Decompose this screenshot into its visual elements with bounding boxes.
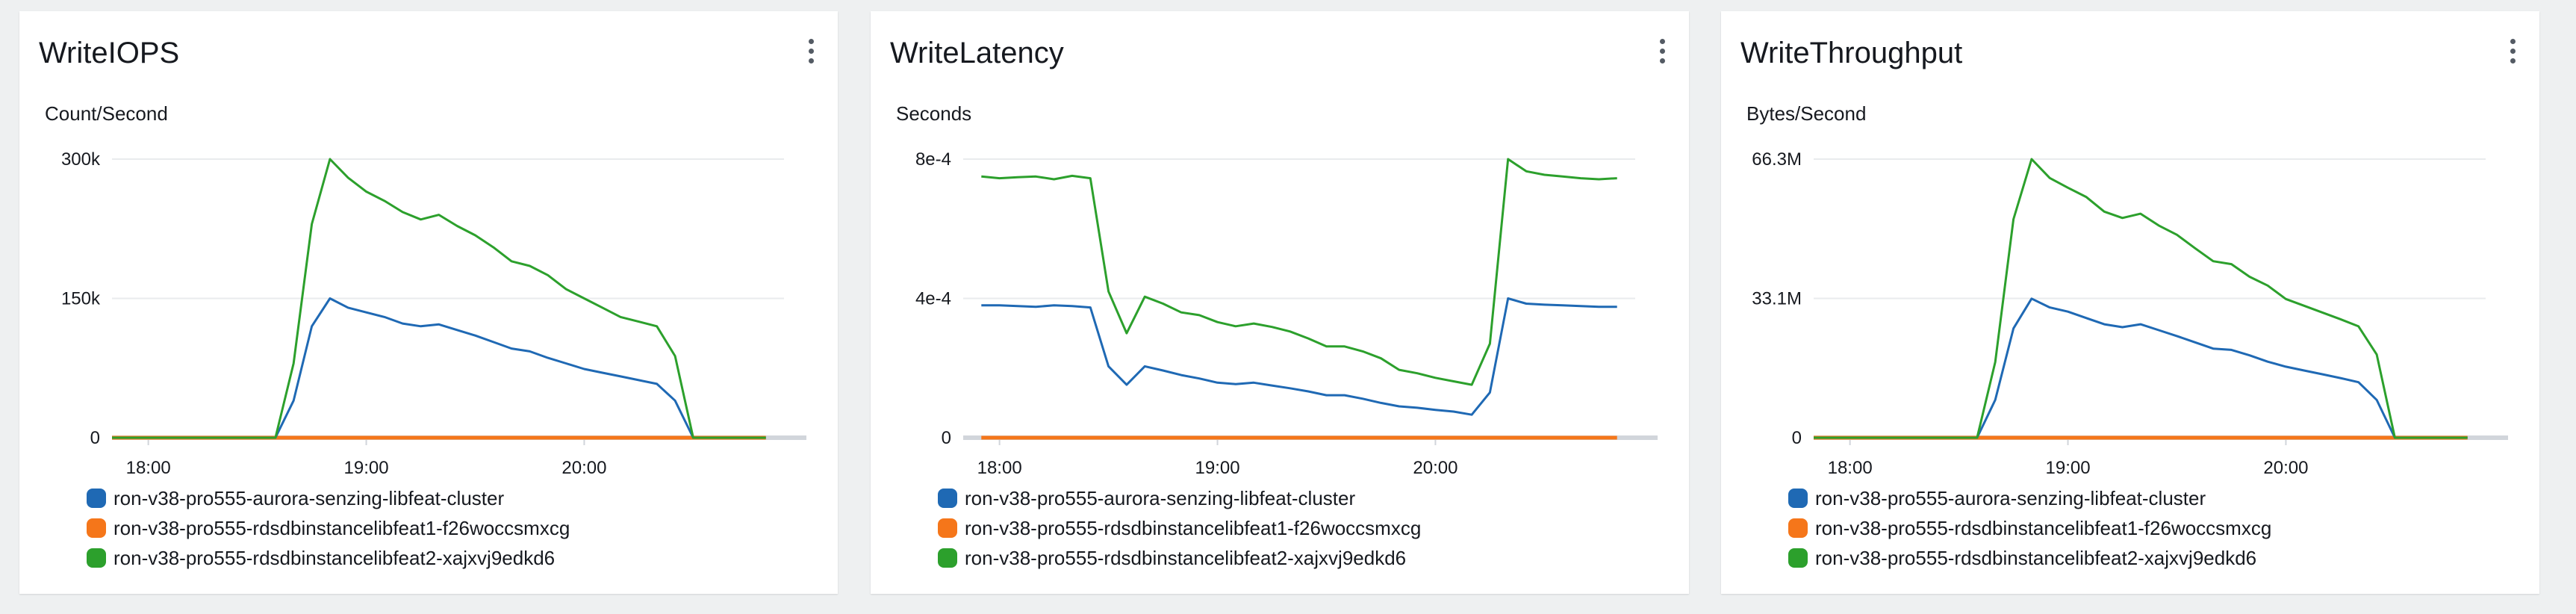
widget-title: WriteLatency — [890, 37, 1064, 69]
x-tick-label: 20:00 — [561, 458, 606, 478]
series-swatch — [938, 489, 957, 508]
legend-label: ron-v38-pro555-rdsdbinstancelibfeat2-xaj… — [113, 546, 556, 569]
vertical-ellipsis-icon[interactable] — [2505, 37, 2520, 66]
widget-write-throughput: WriteThroughput Bytes/Second 0 33.1M 66.3M… — [1721, 11, 2539, 594]
x-tick-label: 19:00 — [2046, 458, 2091, 478]
series-swatch — [938, 518, 957, 538]
widget-write-latency: WriteLatency Seconds 0 4e-4 8e-4 18:00 19:00… — [871, 11, 1689, 594]
y-tick-label: 8e-4 — [915, 149, 951, 170]
series-line-3 — [981, 158, 1617, 386]
legend-label: ron-v38-pro555-aurora-senzing-libfeat-cl… — [113, 486, 505, 509]
chart-legend: ron-v38-pro555-aurora-senzing-libfeat-cl… — [1788, 483, 2271, 573]
legend-label: ron-v38-pro555-aurora-senzing-libfeat-cl… — [1815, 486, 2206, 509]
legend-label: ron-v38-pro555-aurora-senzing-libfeat-cl… — [965, 486, 1356, 509]
chart-legend: ron-v38-pro555-aurora-senzing-libfeat-cl… — [938, 483, 1421, 573]
legend-item[interactable]: ron-v38-pro555-aurora-senzing-libfeat-cl… — [1788, 483, 2271, 513]
x-tick-label: 18:00 — [977, 458, 1022, 478]
widget-title: WriteThroughput — [1740, 37, 1963, 69]
legend-item[interactable]: ron-v38-pro555-rdsdbinstancelibfeat1-f26… — [938, 513, 1421, 543]
x-tick-label: 20:00 — [1413, 458, 1457, 478]
series-swatch — [938, 548, 957, 568]
series-swatch — [87, 489, 106, 508]
widget-write-iops: WriteIOPS Count/Second 0 150k 300k 18:00 19:… — [19, 11, 838, 594]
legend-item[interactable]: ron-v38-pro555-rdsdbinstancelibfeat1-f26… — [1788, 513, 2271, 543]
y-axis-unit-label: Bytes/Second — [1746, 102, 1867, 125]
widget-title: WriteIOPS — [39, 37, 180, 69]
line-chart: 0 4e-4 8e-4 18:00 19:00 20:00 — [915, 149, 1658, 478]
series-swatch — [1788, 518, 1808, 538]
series-line-1 — [1814, 297, 2468, 439]
legend-item[interactable]: ron-v38-pro555-rdsdbinstancelibfeat2-xaj… — [938, 543, 1421, 573]
y-tick-label: 66.3M — [1752, 149, 1802, 170]
legend-label: ron-v38-pro555-rdsdbinstancelibfeat2-xaj… — [965, 546, 1407, 569]
x-tick-label: 19:00 — [344, 458, 389, 478]
x-tick-label: 20:00 — [2263, 458, 2308, 478]
vertical-ellipsis-icon[interactable] — [1655, 37, 1670, 66]
legend-label: ron-v38-pro555-rdsdbinstancelibfeat2-xaj… — [1815, 546, 2257, 569]
chart-legend: ron-v38-pro555-aurora-senzing-libfeat-cl… — [87, 483, 570, 573]
legend-item[interactable]: ron-v38-pro555-aurora-senzing-libfeat-cl… — [87, 483, 570, 513]
y-tick-label: 0 — [942, 428, 951, 448]
x-tick-label: 18:00 — [1828, 458, 1873, 478]
series-line-3 — [112, 158, 766, 439]
series-swatch — [87, 518, 106, 538]
legend-item[interactable]: ron-v38-pro555-rdsdbinstancelibfeat2-xaj… — [1788, 543, 2271, 573]
legend-label: ron-v38-pro555-rdsdbinstancelibfeat1-f26… — [965, 516, 1422, 539]
vertical-ellipsis-icon[interactable] — [803, 37, 818, 66]
series-swatch — [1788, 548, 1808, 568]
series-line-1 — [981, 297, 1617, 416]
line-chart: 0 33.1M 66.3M 18:00 19:00 20:00 — [1752, 149, 2508, 478]
legend-item[interactable]: ron-v38-pro555-aurora-senzing-libfeat-cl… — [938, 483, 1421, 513]
y-axis-unit-label: Count/Second — [45, 102, 168, 125]
series-swatch — [87, 548, 106, 568]
legend-item[interactable]: ron-v38-pro555-rdsdbinstancelibfeat2-xaj… — [87, 543, 570, 573]
legend-label: ron-v38-pro555-rdsdbinstancelibfeat1-f26… — [1815, 516, 2272, 539]
series-line-1 — [112, 297, 766, 439]
legend-item[interactable]: ron-v38-pro555-rdsdbinstancelibfeat1-f26… — [87, 513, 570, 543]
y-tick-label: 0 — [90, 428, 100, 448]
x-tick-label: 19:00 — [1195, 458, 1240, 478]
y-tick-label: 33.1M — [1752, 289, 1802, 309]
y-tick-label: 4e-4 — [915, 289, 951, 309]
series-swatch — [1788, 489, 1808, 508]
y-tick-label: 300k — [61, 149, 101, 170]
y-tick-label: 0 — [1792, 428, 1802, 448]
x-tick-label: 18:00 — [126, 458, 171, 478]
legend-label: ron-v38-pro555-rdsdbinstancelibfeat1-f26… — [113, 516, 570, 539]
y-tick-label: 150k — [61, 289, 101, 309]
series-line-3 — [1814, 158, 2468, 439]
y-axis-unit-label: Seconds — [896, 102, 972, 125]
line-chart: 0 150k 300k 18:00 19:00 20:00 — [61, 149, 806, 478]
